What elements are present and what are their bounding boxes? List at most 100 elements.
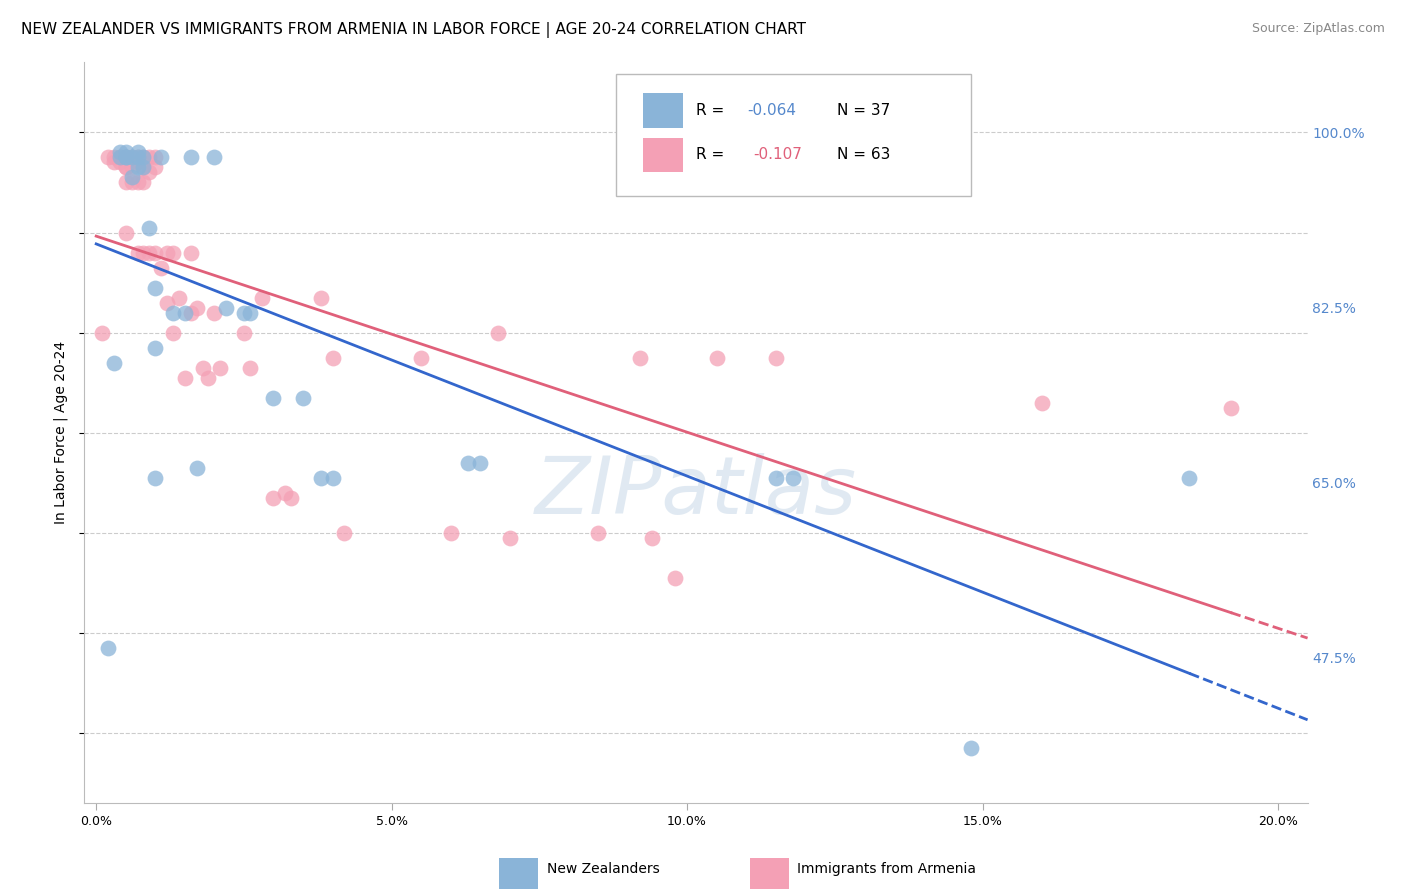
Point: [103, 151, 125, 165]
Text: R =: R =: [696, 147, 734, 162]
Point: [108, 145, 131, 160]
Point: [114, 161, 136, 175]
FancyBboxPatch shape: [644, 137, 682, 172]
Point: [114, 161, 136, 175]
Point: [202, 151, 225, 165]
Point: [114, 145, 136, 160]
Point: [143, 470, 166, 484]
Point: [132, 176, 155, 190]
Point: [191, 360, 214, 375]
Point: [97, 640, 120, 655]
Point: [309, 291, 332, 305]
Point: [114, 151, 136, 165]
Point: [1031, 395, 1053, 409]
Point: [103, 355, 125, 369]
Point: [127, 245, 149, 260]
Text: ZIPatlas: ZIPatlas: [534, 453, 858, 531]
Point: [292, 391, 315, 405]
Point: [186, 460, 208, 475]
Point: [167, 291, 190, 305]
Point: [138, 165, 160, 179]
Point: [114, 151, 136, 165]
Point: [262, 391, 284, 405]
Point: [143, 341, 166, 355]
Point: [150, 151, 173, 165]
Text: R =: R =: [696, 103, 730, 118]
Point: [132, 161, 155, 175]
Point: [765, 351, 787, 365]
Point: [322, 470, 344, 484]
Point: [132, 161, 155, 175]
Point: [664, 571, 686, 585]
Point: [333, 525, 356, 540]
Point: [457, 456, 479, 470]
Point: [114, 151, 136, 165]
Point: [143, 151, 166, 165]
Point: [121, 151, 143, 165]
Point: [127, 176, 149, 190]
FancyBboxPatch shape: [749, 857, 789, 888]
Point: [588, 525, 610, 540]
Point: [411, 351, 433, 365]
Point: [440, 525, 463, 540]
Point: [706, 351, 728, 365]
Point: [232, 305, 254, 319]
Point: [274, 485, 297, 500]
Point: [156, 245, 179, 260]
Point: [262, 491, 284, 505]
Point: [162, 305, 184, 319]
FancyBboxPatch shape: [616, 73, 972, 195]
Point: [470, 456, 492, 470]
Point: [127, 151, 149, 165]
Point: [232, 326, 254, 340]
Point: [127, 145, 149, 160]
Point: [121, 151, 143, 165]
Point: [173, 305, 195, 319]
Text: NEW ZEALANDER VS IMMIGRANTS FROM ARMENIA IN LABOR FORCE | AGE 20-24 CORRELATION : NEW ZEALANDER VS IMMIGRANTS FROM ARMENIA…: [21, 22, 806, 38]
Point: [239, 305, 262, 319]
Point: [162, 245, 184, 260]
Point: [1219, 401, 1241, 415]
Point: [138, 245, 160, 260]
Point: [103, 155, 125, 169]
Point: [132, 245, 155, 260]
Point: [143, 280, 166, 294]
Point: [1178, 470, 1201, 484]
Point: [150, 260, 173, 275]
Point: [180, 245, 202, 260]
Point: [239, 360, 262, 375]
Point: [202, 305, 225, 319]
FancyBboxPatch shape: [499, 857, 538, 888]
Point: [127, 151, 149, 165]
Point: [121, 176, 143, 190]
Point: [197, 370, 219, 384]
Point: [959, 740, 981, 755]
Point: [640, 531, 662, 545]
Text: -0.107: -0.107: [754, 147, 803, 162]
Point: [127, 161, 149, 175]
Point: [132, 151, 155, 165]
Text: N = 63: N = 63: [837, 147, 890, 162]
Point: [280, 491, 302, 505]
Point: [91, 326, 114, 340]
Point: [209, 360, 232, 375]
Point: [138, 220, 160, 235]
Point: [180, 151, 202, 165]
Text: Immigrants from Armenia: Immigrants from Armenia: [797, 863, 977, 877]
Point: [121, 170, 143, 185]
Point: [114, 226, 136, 240]
Point: [486, 326, 509, 340]
Text: N = 37: N = 37: [837, 103, 890, 118]
Point: [499, 531, 522, 545]
Text: Source: ZipAtlas.com: Source: ZipAtlas.com: [1251, 22, 1385, 36]
Point: [782, 470, 804, 484]
Point: [143, 161, 166, 175]
Text: New Zealanders: New Zealanders: [547, 863, 659, 877]
Text: -0.064: -0.064: [748, 103, 796, 118]
Point: [114, 176, 136, 190]
Point: [108, 151, 131, 165]
Point: [138, 151, 160, 165]
FancyBboxPatch shape: [644, 93, 682, 128]
Point: [250, 291, 273, 305]
Point: [97, 151, 120, 165]
